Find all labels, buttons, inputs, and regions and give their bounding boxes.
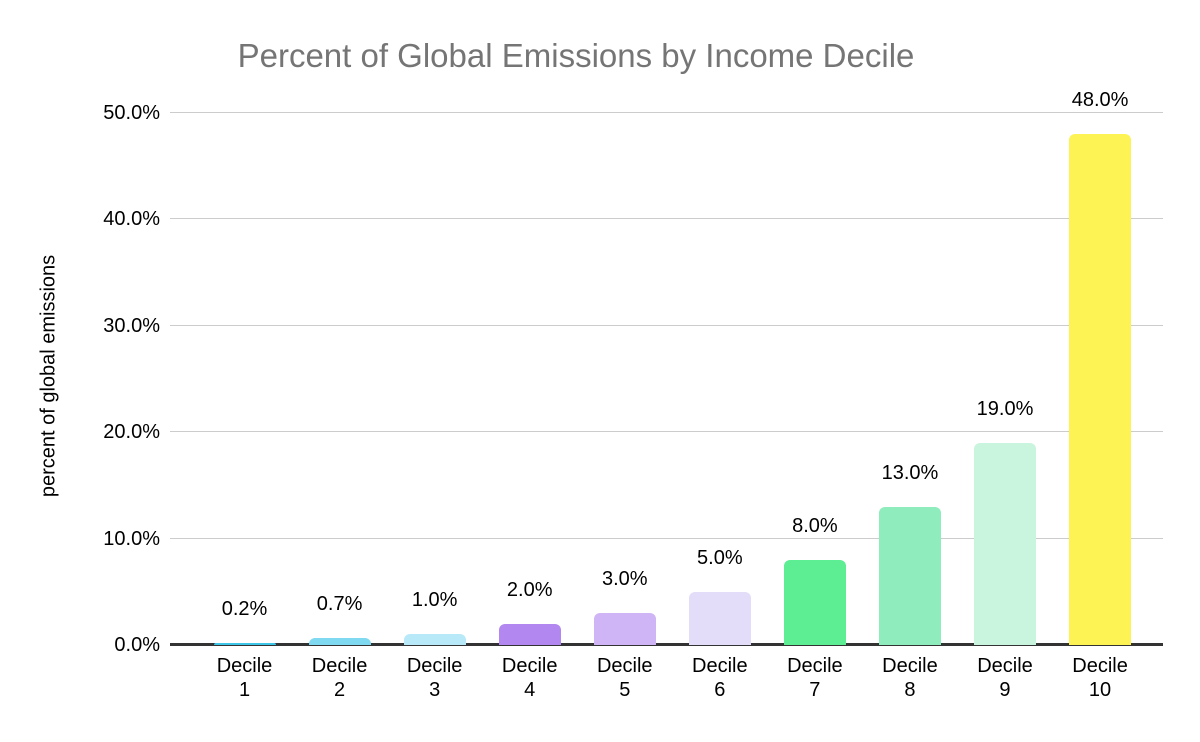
- gridline: [170, 537, 1163, 539]
- bar-value-label: 19.0%: [976, 397, 1034, 420]
- bar-value-label: 2.0%: [506, 578, 553, 601]
- bar-value-label: 0.7%: [316, 592, 363, 615]
- bar-value-label: 1.0%: [411, 589, 458, 612]
- x-category-label: Decile 8: [882, 655, 938, 701]
- bar-decile-9: [974, 442, 1036, 645]
- x-category-label: Decile 2: [311, 655, 368, 701]
- x-category-label: Decile 4: [501, 655, 558, 701]
- bar-value-label: 3.0%: [601, 568, 648, 591]
- y-tick-label: 20.0%: [103, 421, 160, 444]
- bar-decile-4: [498, 623, 561, 645]
- y-tick-label: 50.0%: [103, 102, 160, 124]
- bar-value-label: 13.0%: [881, 461, 939, 484]
- x-category-label: Decile 5: [596, 655, 653, 701]
- gridline: [170, 324, 1163, 326]
- chart-title: Percent of Global Emissions by Income De…: [237, 37, 915, 74]
- bar-decile-3: [403, 634, 466, 645]
- plot-area: 0.2% 0.7% 1.0% 2.0% 3.0% 5.0% 8.0% 13.0% 19.0% 48…: [170, 89, 1163, 646]
- gridline: [170, 218, 1163, 220]
- x-axis-line: [170, 643, 1163, 646]
- x-category-label: Decile 6: [692, 655, 748, 701]
- bar-value-label: 8.0%: [792, 514, 838, 537]
- y-tick-label: 0.0%: [114, 634, 160, 656]
- gridline: [170, 112, 1163, 113]
- x-category-label: Decile 7: [787, 655, 843, 701]
- y-axis-title: percent of global emissions: [37, 254, 60, 498]
- bar-decile-5: [593, 613, 656, 645]
- x-category-label: Decile 3: [406, 655, 463, 701]
- bar-decile-6: [688, 591, 751, 645]
- gridline: [170, 431, 1163, 433]
- bar-value-label: 48.0%: [1071, 89, 1129, 112]
- x-category-label: Decile 1: [216, 655, 273, 701]
- bar-value-label: 5.0%: [697, 546, 743, 569]
- bar-value-label: 0.2%: [221, 597, 268, 620]
- y-tick-label: 10.0%: [103, 527, 160, 550]
- x-category-label: Decile 10: [1072, 655, 1128, 701]
- bar-decile-7: [783, 559, 846, 645]
- bar-decile-8: [878, 506, 941, 645]
- y-tick-label: 30.0%: [103, 314, 160, 337]
- x-category-label: Decile 9: [977, 655, 1033, 701]
- bar-decile-10: [1069, 134, 1132, 645]
- bar-decile-1: [213, 642, 276, 645]
- y-tick-label: 40.0%: [103, 208, 160, 231]
- bar-decile-2: [308, 637, 371, 645]
